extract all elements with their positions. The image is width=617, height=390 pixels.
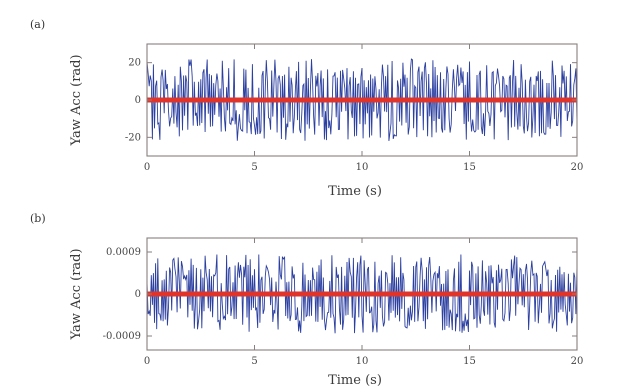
x-tick-label: 0 — [144, 356, 150, 367]
panel-b: (b) 0.0009 0 -0.0009 0 5 10 15 20 Time (s) Yaw… — [30, 212, 583, 388]
x-tick-label: 15 — [463, 162, 476, 173]
panel-a-y-axis-label: Yaw Acc (rad) — [69, 54, 84, 146]
y-tick-label: 0.0009 — [106, 247, 141, 258]
signal-series-line — [146, 254, 578, 334]
x-tick-label: 20 — [571, 356, 584, 367]
panel-b-y-ticks: 0.0009 0 -0.0009 — [103, 247, 577, 342]
panel-a: (a) 20 0 -20 0 5 10 15 20 Time (s) Yaw Acc (ra… — [30, 18, 583, 199]
x-tick-label: 5 — [251, 356, 257, 367]
y-tick-label: 20 — [128, 58, 141, 69]
panel-a-x-axis-label: Time (s) — [328, 184, 382, 199]
y-tick-label: -0.0009 — [103, 331, 141, 342]
x-tick-label: 10 — [356, 162, 369, 173]
panel-a-x-ticks: 0 5 10 15 20 — [144, 44, 584, 173]
panel-b-plot-area — [146, 254, 578, 334]
x-tick-label: 0 — [144, 162, 150, 173]
panel-b-x-ticks: 0 5 10 15 20 — [144, 238, 584, 367]
panel-b-y-axis-label: Yaw Acc (rad) — [69, 248, 84, 340]
panel-a-label: (a) — [30, 18, 45, 31]
panel-b-label: (b) — [30, 212, 46, 225]
x-tick-label: 15 — [463, 356, 476, 367]
y-tick-label: 0 — [135, 289, 141, 300]
y-tick-label: -20 — [125, 132, 141, 143]
x-tick-label: 10 — [356, 356, 369, 367]
panel-a-plot-area — [146, 58, 578, 141]
y-tick-label: 0 — [135, 95, 141, 106]
panel-b-x-axis-label: Time (s) — [328, 373, 382, 388]
x-tick-label: 20 — [571, 162, 584, 173]
panel-a-y-ticks: 20 0 -20 — [125, 58, 577, 143]
signal-series-line — [146, 58, 578, 141]
x-tick-label: 5 — [251, 162, 257, 173]
